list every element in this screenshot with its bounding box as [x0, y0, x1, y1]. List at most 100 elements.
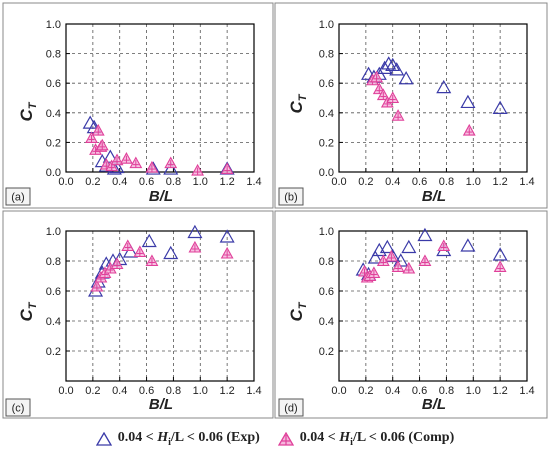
comp-point — [119, 152, 133, 164]
panel-frame-a — [2, 2, 274, 209]
comp-point — [220, 162, 234, 175]
x-tick-label: 0.2 — [85, 385, 100, 397]
x-axis-label: B/L — [149, 396, 173, 413]
y-tick-label: 0.8 — [46, 49, 61, 61]
comp-point — [110, 153, 124, 166]
y-tick-label: 0.4 — [319, 316, 334, 328]
comp-point — [90, 279, 104, 292]
y-tick-label: 0.2 — [319, 346, 334, 358]
y-tick-label: 0.6 — [46, 78, 61, 90]
y-tick-label: 0.8 — [319, 256, 334, 268]
comp-point — [367, 266, 381, 279]
exp-point — [492, 100, 508, 114]
exp-point — [219, 229, 235, 243]
x-tick-label: 1.2 — [492, 176, 507, 188]
panel-label-box — [5, 398, 31, 417]
comp-point — [493, 260, 507, 273]
legend-exp-var: H — [157, 430, 169, 446]
panel-4: 0.0 0.2 0.4 0.6 0.8 1.0 1.2 1.4 0.2 0.4 0.6 0.8 1.0 B… — [278, 226, 535, 417]
panel-label-box — [278, 398, 304, 417]
x-axis-label: B/L — [149, 188, 173, 205]
comp-point — [462, 123, 476, 136]
x-tick-label: 0.8 — [439, 385, 454, 397]
plot-frame — [338, 23, 528, 173]
comp-point — [85, 131, 98, 144]
y-tick-label: 0.2 — [319, 137, 334, 149]
comp-point — [391, 260, 405, 273]
legend-exp-suffix: /L < 0.06 (Exp) — [170, 430, 260, 446]
x-tick-label: 0.2 — [85, 176, 100, 188]
legend-comp-sub: i — [350, 436, 353, 448]
plot-frame — [65, 23, 255, 173]
x-tick-label: 0.6 — [139, 176, 154, 188]
exp-point — [367, 250, 383, 264]
legend-comp-var: H — [339, 430, 351, 446]
x-tick-label: 0.4 — [112, 176, 127, 188]
y-tick-label: 0.8 — [319, 49, 334, 61]
exp-point — [187, 224, 203, 239]
legend-exp-prefix: 0.04 < — [117, 430, 158, 446]
x-axis-label: B/L — [422, 188, 446, 205]
y-tick-label: 0.4 — [319, 108, 334, 120]
x-axis-label: B/L — [422, 396, 446, 413]
panel-frame-c — [2, 210, 274, 419]
comp-point — [220, 246, 234, 259]
x-tick-label: 0.2 — [358, 385, 373, 397]
x-tick-label: 0.0 — [58, 176, 73, 188]
y-tick-label: 0.0 — [319, 167, 334, 179]
y-tick-label: 0.6 — [46, 286, 61, 298]
exp-point — [163, 245, 179, 260]
x-tick-label: 1.4 — [246, 176, 261, 188]
legend-item-comp: 0.04 < Hi/L < 0.06 (Comp) — [277, 430, 454, 448]
comp-point — [188, 240, 202, 253]
legend-symbol-comp — [277, 431, 294, 446]
y-axis-label-subscript: T — [297, 301, 309, 309]
panels: 0.0 0.2 0.4 0.6 0.8 1.0 1.2 1.4 0.0 0.2 0.4 0.6 0.8 1… — [5, 19, 535, 417]
legend-comp-prefix: 0.04 < — [299, 430, 340, 446]
comp-point — [110, 257, 124, 270]
y-tick-label: 0.4 — [46, 316, 61, 328]
comp-point — [418, 254, 432, 267]
plot-frame — [65, 230, 255, 382]
exp-point — [163, 161, 179, 175]
x-tick-label: 1.0 — [193, 385, 208, 397]
panel-frame-d — [274, 210, 548, 419]
x-tick-label: 0.4 — [112, 385, 127, 397]
comp-point — [391, 109, 405, 121]
comp-point — [402, 261, 416, 274]
y-tick-label: 1.0 — [46, 226, 61, 238]
y-axis-label-subscript: T — [297, 93, 309, 101]
x-tick-label: 1.4 — [519, 176, 534, 188]
panel-frame-b — [274, 2, 548, 209]
exp-point — [492, 247, 508, 261]
exp-point — [436, 79, 452, 94]
exp-point — [141, 233, 157, 248]
panel-3: 0.0 0.2 0.4 0.6 0.8 1.0 1.2 1.4 0.2 0.4 0.6 0.8 1.0 B… — [5, 224, 262, 417]
x-tick-label: 0.4 — [385, 176, 400, 188]
comp-point — [121, 239, 135, 252]
panel-label-box — [5, 187, 31, 206]
x-tick-label: 0.6 — [412, 385, 427, 397]
x-tick-label: 0.6 — [139, 385, 154, 397]
y-tick-label: 0.6 — [319, 286, 334, 298]
y-axis-label-subscript: T — [27, 301, 39, 309]
x-tick-label: 0.6 — [412, 176, 427, 188]
x-tick-label: 1.0 — [193, 176, 208, 188]
comp-point — [370, 70, 384, 83]
comp-point — [133, 245, 147, 258]
x-tick-label: 1.4 — [246, 385, 261, 397]
legend: 0.04 < Hi/L < 0.06 (Exp) 0.04 < Hi/L < 0… — [0, 424, 550, 454]
exp-point — [401, 239, 417, 254]
legend-label-exp: 0.04 < Hi/L < 0.06 (Exp) — [118, 430, 260, 448]
panel-2: 0.0 0.2 0.4 0.6 0.8 1.0 1.2 1.4 0.0 0.2 0.4 0.6 0.8 1… — [278, 19, 535, 206]
exp-point — [417, 227, 433, 242]
x-tick-label: 1.0 — [466, 176, 481, 188]
x-tick-label: 1.0 — [466, 385, 481, 397]
x-tick-label: 0.0 — [331, 176, 346, 188]
exp-point — [389, 62, 405, 76]
legend-exp-sub: i — [168, 436, 171, 448]
x-tick-label: 0.4 — [385, 385, 400, 397]
panel-label-box — [278, 187, 304, 206]
y-tick-label: 0.8 — [46, 256, 61, 268]
comp-point — [145, 254, 159, 267]
